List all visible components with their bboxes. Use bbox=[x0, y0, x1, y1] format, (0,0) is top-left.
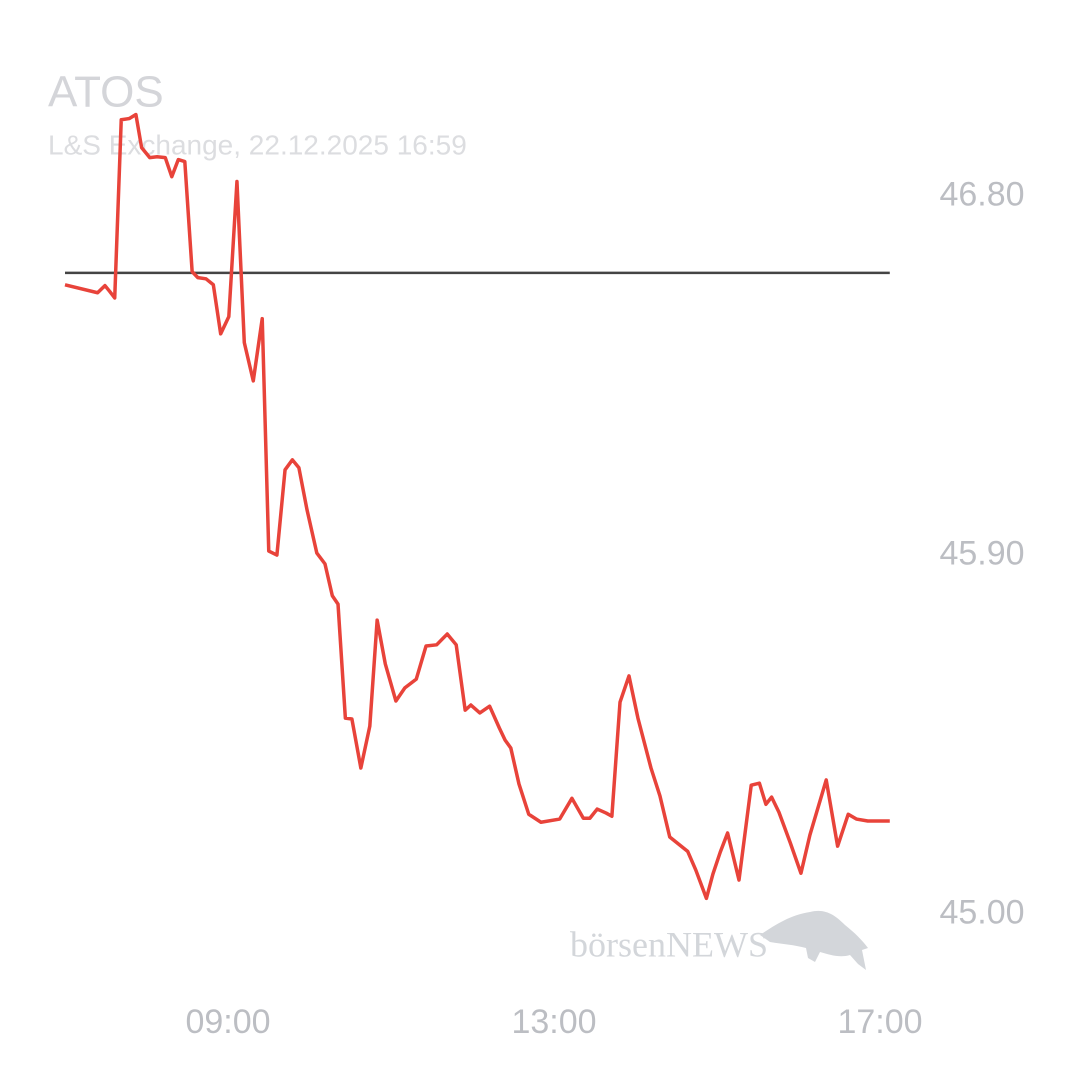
y-tick-label: 46.80 bbox=[939, 176, 1024, 214]
y-tick-label: 45.00 bbox=[939, 893, 1024, 931]
watermark-text: börsenNEWS bbox=[570, 924, 768, 964]
x-tick-label: 17:00 bbox=[837, 1003, 922, 1041]
x-tick-label: 09:00 bbox=[185, 1003, 270, 1041]
chart-subtitle: L&S Exchange, 22.12.2025 16:59 bbox=[48, 129, 467, 160]
price-line bbox=[64, 112, 890, 901]
x-tick-label: 13:00 bbox=[511, 1003, 596, 1041]
chart-title: ATOS bbox=[48, 68, 164, 117]
watermark-bull bbox=[760, 910, 868, 970]
y-tick-label: 45.90 bbox=[939, 534, 1024, 572]
watermark: börsenNEWS bbox=[570, 910, 868, 970]
